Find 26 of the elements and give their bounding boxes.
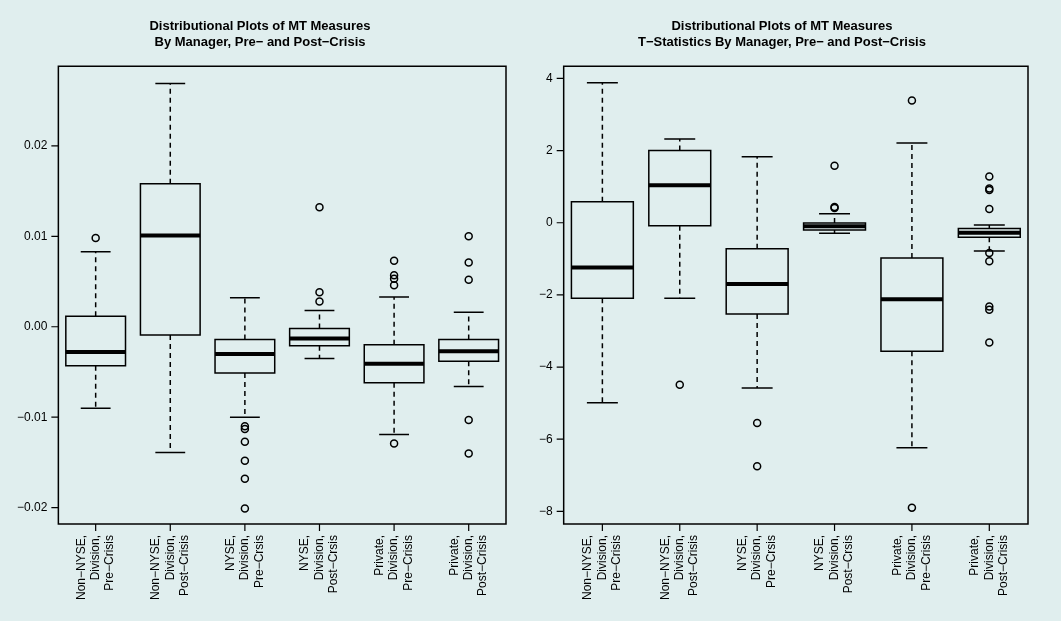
x-tick-label: NYSE, Division, Post−Crsis <box>812 534 856 594</box>
y-tick-label: 0 <box>545 215 553 230</box>
x-tick-label: NYSE, Division, Pre−Crsis <box>735 534 778 588</box>
x-tick-label: Private, Division, Pre−Crisis <box>372 534 415 591</box>
x-tick-label: Private, Division, Pre−Crisis <box>889 534 933 591</box>
y-tick-label: −8 <box>538 503 553 518</box>
chart-title: Distributional Plots of MT Measures T−Statistics By Manager, Pre− and Post−Crisis <box>638 18 926 49</box>
x-tick-label: NYSE, Division, Post−Crsis <box>297 534 341 594</box>
y-tick-label: −2 <box>538 287 553 302</box>
x-tick-label: NYSE, Division, Pre−Crsis <box>222 534 266 588</box>
x-tick-label: Non−NYSE, Division, Pre−Crisis <box>73 534 117 601</box>
x-tick-label: Non−NYSE, Division, Pre−Crisis <box>580 534 624 601</box>
y-tick-label: 4 <box>545 70 553 85</box>
y-tick-label: −0.01 <box>16 409 48 424</box>
chart-title: Distributional Plots of MT Measures By Manager, Pre− and Post−Crisis <box>149 18 371 49</box>
y-tick-label: 0.01 <box>24 228 48 243</box>
y-tick-label: −6 <box>538 431 553 446</box>
y-tick-label: 0.02 <box>24 138 48 153</box>
x-tick-label: Private, Division, Post−Crisis <box>967 534 1011 596</box>
x-tick-label: Non−NYSE, Division, Post−Crisis <box>148 534 191 601</box>
x-tick-label: Non−NYSE, Division, Post−Crisis <box>657 534 701 601</box>
y-tick-label: −0.02 <box>16 500 48 514</box>
y-tick-label: 0.00 <box>24 319 48 334</box>
y-tick-label: 2 <box>545 142 553 157</box>
y-tick-label: −4 <box>538 359 553 374</box>
x-tick-label: Private, Division, Post−Crisis <box>446 534 490 596</box>
